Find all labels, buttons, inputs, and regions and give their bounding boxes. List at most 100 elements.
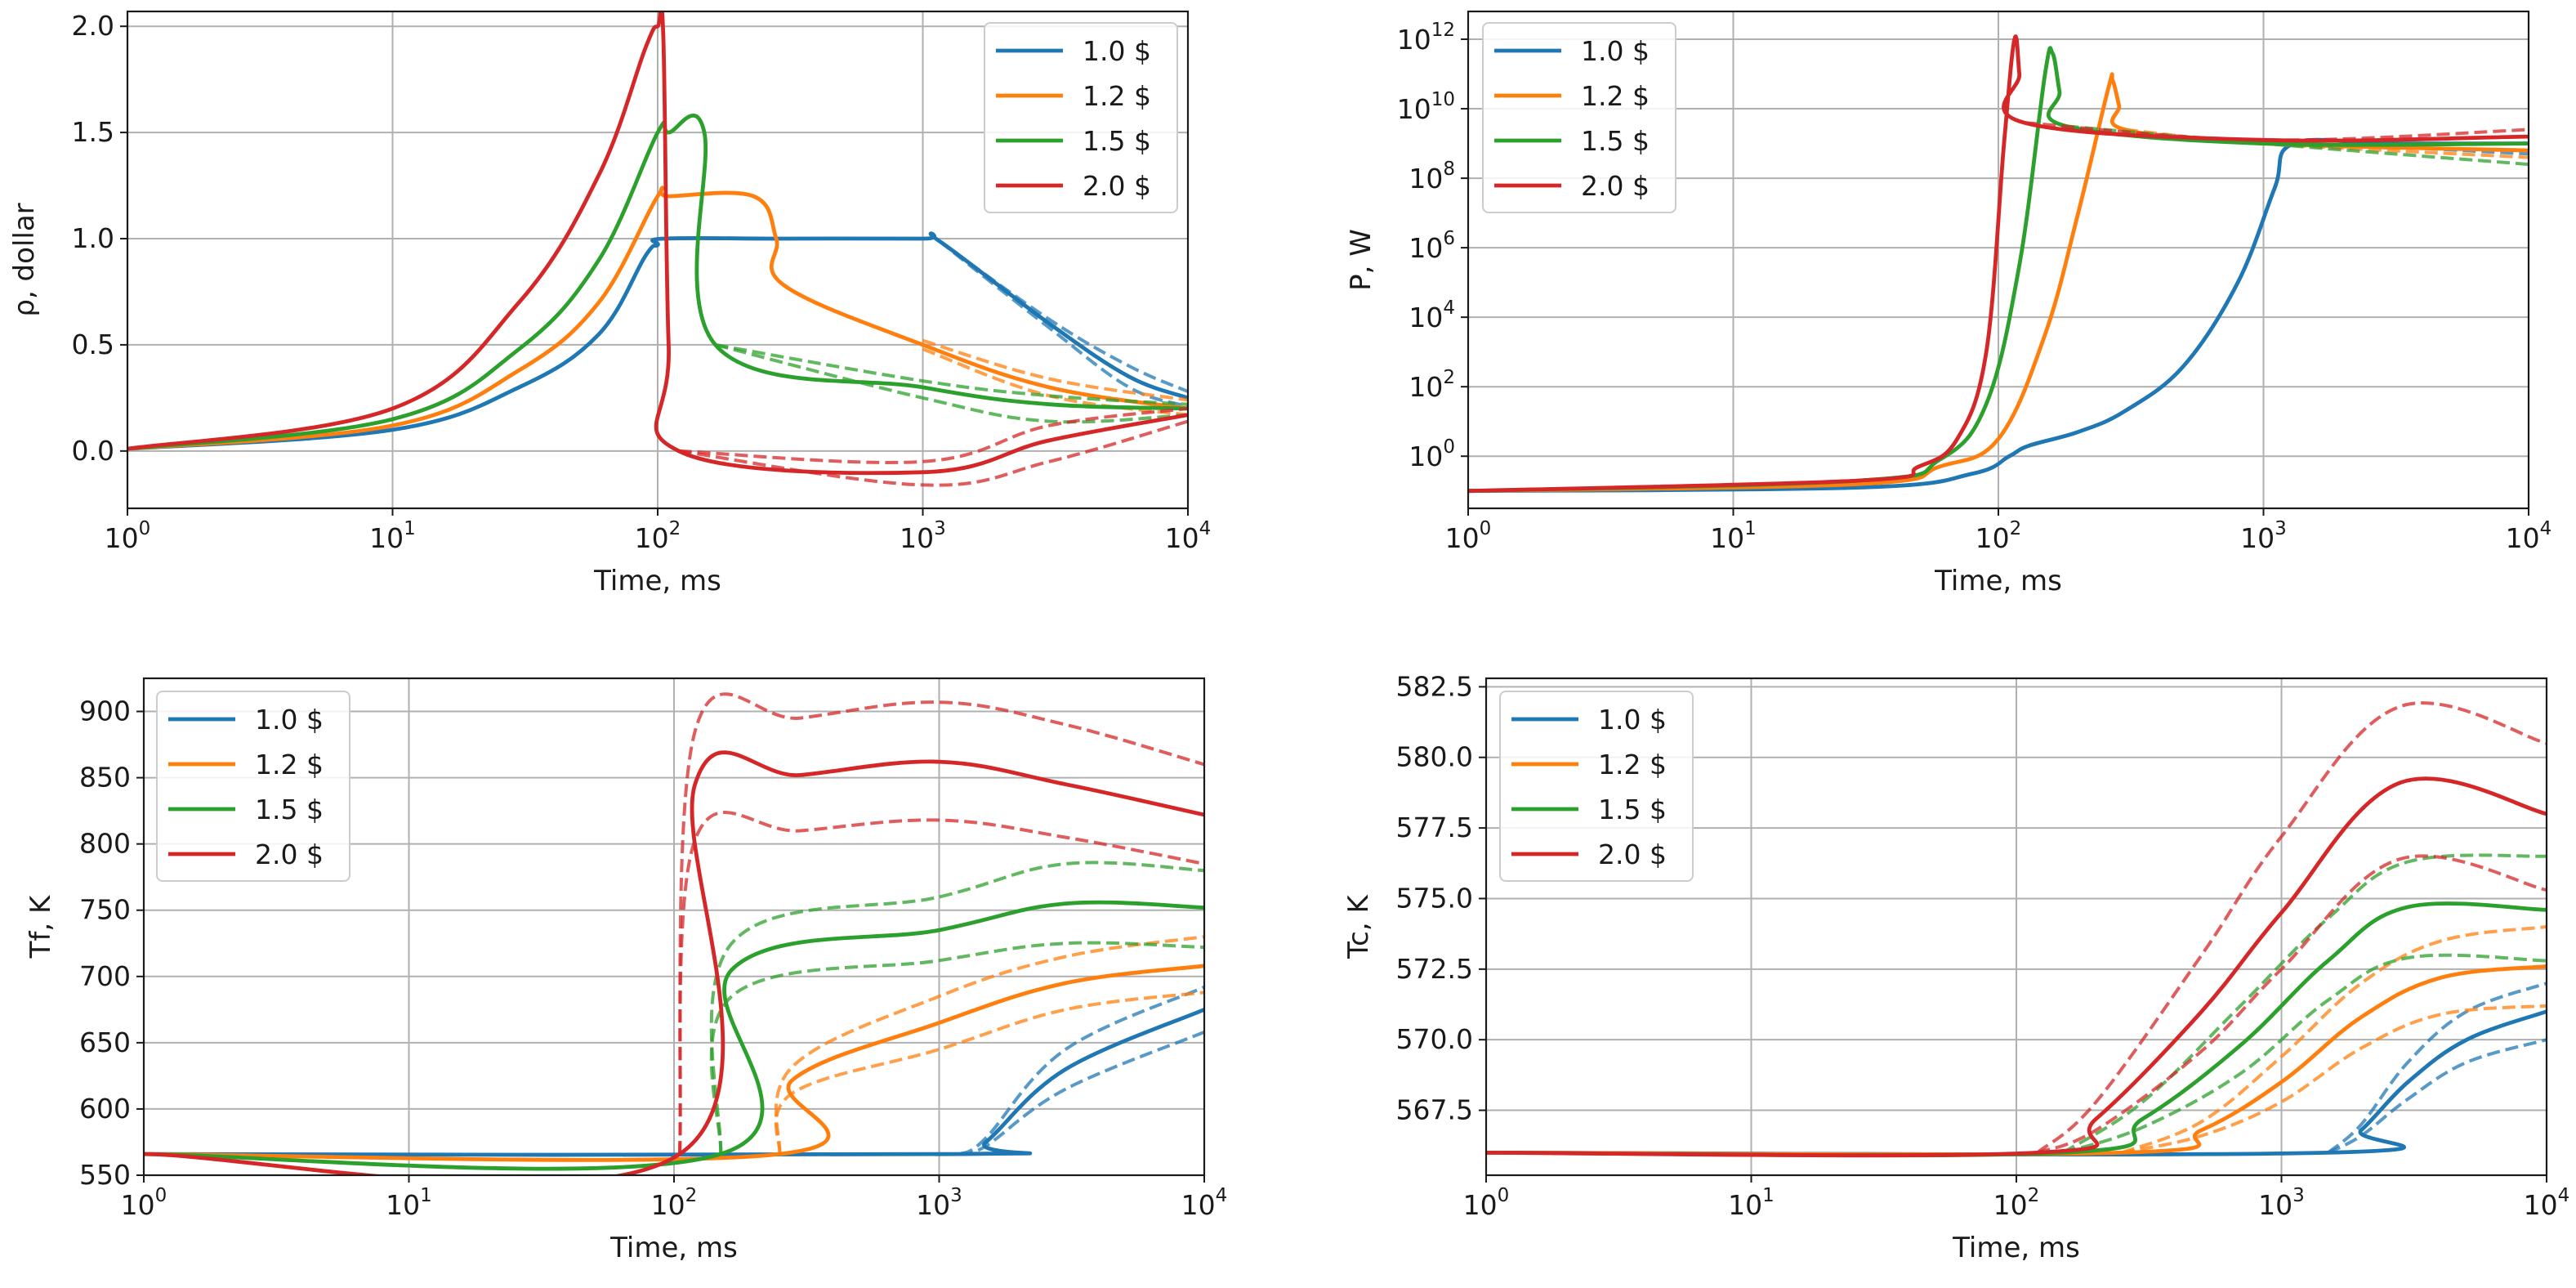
- x-tick-label-base: 10: [1463, 1189, 1498, 1221]
- y-tick-label: 1010: [1397, 89, 1455, 125]
- x-tick-label-base: 10: [1165, 522, 1199, 554]
- x-tick-label-base: 10: [2506, 522, 2540, 554]
- legend-label: 1.2 $: [1083, 80, 1151, 112]
- series-line-10-dashed: [959, 985, 1204, 1156]
- x-tick-label-base: 10: [2240, 522, 2275, 554]
- x-tick-label-exp: 0: [155, 1185, 167, 1206]
- legend-label: 1.5 $: [255, 794, 324, 825]
- y-tick-label: 0.5: [72, 329, 114, 360]
- x-tick-label-exp: 1: [404, 518, 416, 539]
- series-line-10-dashed: [2327, 982, 2547, 1154]
- y-tick-label: 600: [79, 1093, 131, 1125]
- x-tick-label-base: 10: [105, 522, 139, 554]
- x-axis-label: Time, ms: [1952, 1232, 2080, 1264]
- x-tick-label-exp: 0: [139, 518, 151, 539]
- y-tick-label: 100: [1409, 436, 1455, 472]
- y-tick-label: 567.5: [1396, 1094, 1473, 1126]
- y-tick-label: 104: [1409, 297, 1455, 333]
- x-axis-label: Time, ms: [593, 565, 721, 597]
- y-axis-label: P, W: [1345, 229, 1377, 291]
- series-line-20-dashed: [2036, 701, 2547, 1154]
- x-tick-label-exp: 3: [950, 1185, 962, 1206]
- y-tick-label-exp: 6: [1443, 228, 1455, 249]
- x-tick-label: 103: [900, 518, 946, 554]
- series-line-10-dashed: [937, 239, 1188, 409]
- series-line-15-dashed: [2062, 853, 2547, 1155]
- x-tick-label: 101: [1710, 518, 1757, 554]
- series-line-20-dashed: [677, 692, 1204, 1155]
- legend-label: 1.0 $: [255, 704, 324, 736]
- y-tick-label: 106: [1409, 228, 1455, 264]
- legend: 1.0 $ 1.2 $ 1.5 $ 2.0 $: [1482, 22, 1676, 213]
- x-tick-label: 100: [1463, 1185, 1510, 1221]
- legend: 1.0 $ 1.2 $ 1.5 $ 2.0 $: [984, 22, 1178, 213]
- x-tick-label-exp: 4: [2540, 518, 2552, 539]
- legend-box: [1499, 691, 1694, 882]
- series-line-12-dashed: [922, 347, 1188, 417]
- series-line-10-solid: [127, 231, 1188, 451]
- x-tick-label-exp: 3: [2293, 1185, 2305, 1206]
- y-tick-label: 550: [79, 1159, 131, 1191]
- y-axis-label: Tf, K: [25, 894, 57, 959]
- legend-label: 1.2 $: [1598, 749, 1667, 780]
- series-line-20-solid: [1486, 776, 2547, 1158]
- x-tick-label: 101: [369, 518, 416, 554]
- x-tick-label-base: 10: [2258, 1189, 2293, 1221]
- x-tick-label-base: 10: [2524, 1189, 2558, 1221]
- series-line-15-solid: [144, 900, 1204, 1171]
- y-tick-label-base: 10: [1409, 163, 1443, 195]
- x-tick-label-exp: 2: [2010, 518, 2022, 539]
- y-tick-label-exp: 8: [1443, 159, 1455, 180]
- legend-label: 1.2 $: [1581, 80, 1650, 112]
- x-tick-label-base: 10: [916, 1189, 950, 1221]
- series-line-12-dashed: [922, 338, 1188, 402]
- x-tick-label: 104: [1181, 1185, 1228, 1221]
- series-line-15-dashed: [709, 861, 1204, 1155]
- y-tick-label: 570.0: [1396, 1023, 1473, 1055]
- y-tick-label: 572.5: [1396, 953, 1473, 985]
- x-tick-label-base: 10: [1710, 522, 1744, 554]
- x-tick-label-exp: 1: [1762, 1185, 1775, 1206]
- series-line-20-dashed: [2024, 121, 2529, 142]
- y-tick-label: 102: [1409, 367, 1455, 403]
- y-tick-label-exp: 4: [1443, 297, 1455, 319]
- y-tick-label-base: 10: [1409, 371, 1443, 403]
- series-line-20-solid: [127, 11, 1188, 476]
- x-tick-label: 101: [386, 1185, 432, 1221]
- x-tick-label-base: 10: [369, 522, 404, 554]
- x-tick-label-exp: 0: [1480, 518, 1492, 539]
- x-tick-label-base: 10: [1445, 522, 1480, 554]
- series-line-12-solid: [127, 186, 1188, 451]
- y-tick-label: 800: [79, 828, 131, 860]
- y-tick-label: 108: [1409, 159, 1455, 195]
- series-group: [1486, 701, 2547, 1158]
- y-tick-label: 577.5: [1396, 812, 1473, 843]
- y-axis-label: Tc, K: [1342, 894, 1375, 959]
- x-tick-label: 100: [105, 518, 151, 554]
- series-line-12-dashed: [774, 991, 1204, 1155]
- series-line-15-dashed: [2065, 124, 2529, 167]
- legend-box: [156, 691, 350, 882]
- x-tick-label-exp: 2: [2028, 1185, 2040, 1206]
- legend-label: 1.5 $: [1083, 125, 1151, 157]
- x-tick-label-base: 10: [1993, 1189, 2028, 1221]
- series-group: [144, 692, 1204, 1175]
- series-line-20-dashed: [2036, 854, 2547, 1155]
- series-line-12-solid: [144, 964, 1204, 1162]
- series-group: [1468, 34, 2529, 494]
- series-group: [127, 11, 1188, 487]
- x-tick-label: 102: [1976, 518, 2022, 554]
- panel-tc: 100 101 102 103 104567.5570.0572.5575.0577.5…: [1342, 670, 2569, 1264]
- x-tick-label-exp: 2: [685, 1185, 698, 1206]
- panel-tf: 100 101 102 103 104550600650700750800850900T…: [25, 677, 1228, 1264]
- y-tick-label: 575.0: [1396, 882, 1473, 914]
- series-line-10-solid: [144, 1008, 1204, 1157]
- legend-label: 1.0 $: [1083, 35, 1151, 67]
- series-line-20-dashed: [677, 811, 1204, 1155]
- x-tick-label: 100: [1445, 518, 1492, 554]
- legend-label: 1.0 $: [1598, 704, 1667, 736]
- y-tick-label: 582.5: [1396, 670, 1473, 702]
- x-tick-label: 102: [1993, 1185, 2040, 1221]
